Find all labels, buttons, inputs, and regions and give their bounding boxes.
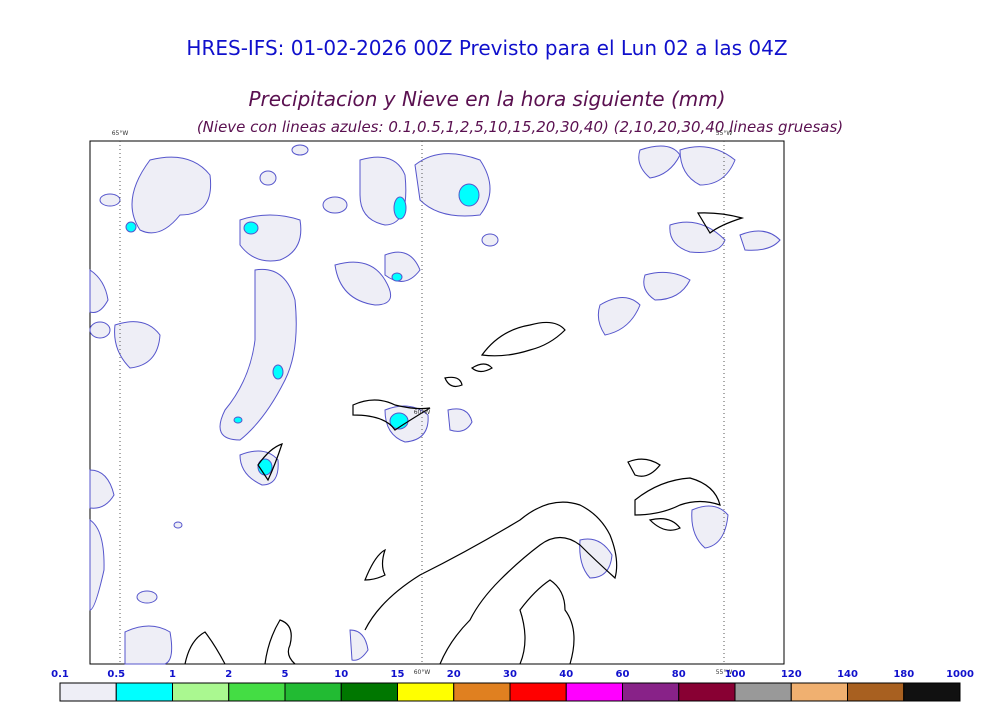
lon-label: 60°W xyxy=(414,669,431,676)
colorbar-label: 5 xyxy=(282,669,289,680)
colorbar-box xyxy=(340,682,398,702)
colorbar: 0.1 0.5 1 2 5 10 15 20 30 40 60 80 100 120 140 180 1000 xyxy=(51,669,974,702)
colorbar-label: 1 xyxy=(169,669,176,680)
colorbar-label: 140 xyxy=(837,669,858,680)
colorbar-box xyxy=(622,682,680,702)
colorbar-label: 10 xyxy=(334,669,348,680)
colorbar-label: 30 xyxy=(503,669,517,680)
colorbar-box xyxy=(115,682,173,702)
map: 65°W 60°W 55°W 60°W 55°W xyxy=(89,130,785,676)
colorbar-label: 120 xyxy=(781,669,802,680)
colorbar-box xyxy=(565,682,623,702)
colorbar-label: 60 xyxy=(616,669,630,680)
precip-areas xyxy=(89,144,781,665)
colorbar-box xyxy=(397,682,455,702)
colorbar-label: 80 xyxy=(672,669,686,680)
colorbar-label: 0.1 xyxy=(51,669,69,680)
colorbar-label: 20 xyxy=(447,669,461,680)
colorbar-box xyxy=(734,682,792,702)
colorbar-box xyxy=(453,682,511,702)
lon-label: 55°W xyxy=(716,669,733,676)
colorbar-box xyxy=(790,682,848,702)
colorbar-box xyxy=(847,682,905,702)
colorbar-label: 15 xyxy=(391,669,405,680)
lon-label: 60°W xyxy=(414,409,431,416)
colorbar-label: 100 xyxy=(725,669,746,680)
lon-label: 65°W xyxy=(112,130,129,137)
title: HRES-IFS: 01-02-2026 00Z Previsto para e… xyxy=(186,36,787,60)
colorbar-label: 1000 xyxy=(946,669,974,680)
note: (Nieve con lineas azules: 0.1,0.5,1,2,5,… xyxy=(197,118,843,136)
subtitle: Precipitacion y Nieve en la hora siguien… xyxy=(248,87,725,111)
colorbar-box xyxy=(228,682,286,702)
colorbar-label: 180 xyxy=(893,669,914,680)
map-frame xyxy=(89,140,785,665)
colorbar-box xyxy=(903,682,961,702)
colorbar-box xyxy=(284,682,342,702)
colorbar-box xyxy=(509,682,567,702)
coastlines xyxy=(184,212,745,665)
colorbar-box xyxy=(172,682,230,702)
colorbar-label: 40 xyxy=(559,669,573,680)
colorbar-label: 2 xyxy=(225,669,232,680)
lon-label: 55°W xyxy=(716,130,733,137)
colorbar-label: 0.5 xyxy=(107,669,125,680)
colorbar-box xyxy=(678,682,736,702)
colorbar-box xyxy=(59,682,117,702)
